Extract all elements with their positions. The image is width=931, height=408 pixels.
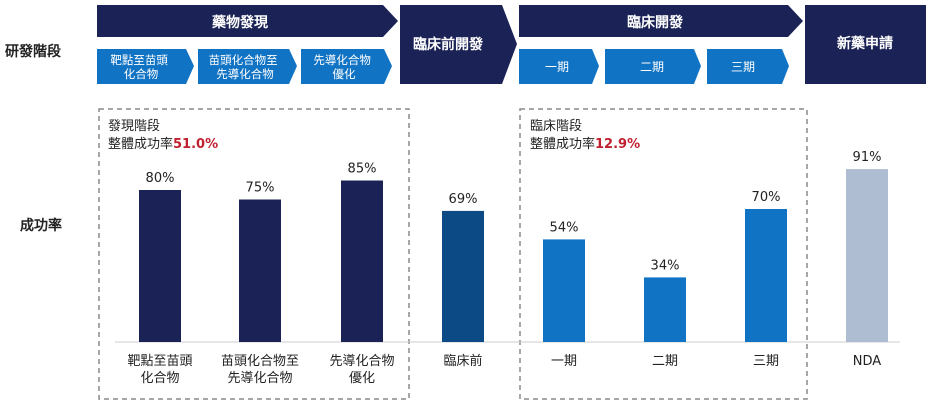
discovery-substage-1: [97, 49, 194, 84]
bar-value-label-2: 75%: [246, 181, 275, 196]
category-label-6: 二期: [652, 354, 678, 369]
bar-value-label-4: 69%: [449, 192, 478, 207]
discovery-label: 藥物發現: [211, 14, 268, 31]
discovery-group-box: [98, 108, 410, 400]
bar-2: [239, 199, 281, 342]
category-label-2-line-2: 先導化合物: [227, 371, 292, 386]
discovery-substage-3-line-2: 優化: [333, 67, 356, 81]
category-label-4: 臨床前: [443, 353, 482, 369]
category-label-5-line-1: 一期: [551, 354, 577, 369]
clinical-group-rate-value: 12.9%: [595, 137, 640, 152]
preclinical-label: 臨床前開發: [413, 36, 484, 53]
clinical-substage-phase2-label: 二期: [640, 60, 664, 74]
clinical-arrow: [519, 5, 803, 37]
preclinical-arrow: [400, 5, 517, 84]
clinical-substage-phase1: [519, 49, 599, 84]
discovery-substage-3-line-1: 先導化合物: [313, 53, 371, 67]
row-label-rate: 成功率: [20, 217, 62, 234]
clinical-substage-phase3-label: 三期: [731, 60, 755, 74]
category-label-3: 先導化合物優化: [329, 354, 394, 386]
category-label-1: 靶點至苗頭化合物: [127, 354, 192, 386]
bar-1: [139, 190, 181, 342]
clinical-group-rate-label: 整體成功率: [530, 136, 595, 152]
category-label-8-line-1: NDA: [853, 354, 882, 369]
discovery-substage-2-line-1: 苗頭化合物至: [209, 53, 278, 67]
nda-box: [805, 5, 926, 84]
category-label-7-line-1: 三期: [753, 354, 779, 369]
category-label-1-line-2: 化合物: [140, 371, 179, 386]
discovery-group-rate: 整體成功率51.0%: [108, 136, 218, 152]
bar-8: [846, 169, 888, 342]
bar-value-label-5: 54%: [550, 220, 579, 235]
bar-value-label-1: 80%: [146, 171, 175, 186]
discovery-substage-3-label: 先導化合物 優化: [313, 53, 374, 81]
category-label-5: 一期: [551, 354, 577, 369]
discovery-arrow: [97, 5, 398, 37]
clinical-group-title: 臨床階段: [530, 119, 582, 134]
discovery-group-rate-label: 整體成功率: [108, 136, 173, 152]
bar-value-label-6: 34%: [651, 258, 680, 273]
bar-6: [644, 277, 686, 342]
category-label-4-line-1: 臨床前: [443, 353, 482, 369]
bar-4: [442, 210, 484, 342]
nda-header-label: 新藥申請: [837, 35, 893, 52]
bar-7: [745, 209, 787, 342]
row-label-stage: 研發階段: [5, 43, 61, 60]
discovery-group-rate-value: 51.0%: [173, 137, 218, 152]
category-label-3-line-1: 先導化合物: [329, 354, 394, 369]
bar-layer: 80%靶點至苗頭化合物75%苗頭化合物至先導化合物85%先導化合物優化69%臨床…: [127, 150, 888, 386]
clinical-group-rate: 整體成功率12.9%: [530, 136, 640, 152]
clinical-group-box: [519, 108, 808, 400]
category-label-6-line-1: 二期: [652, 354, 678, 369]
discovery-substage-2-line-2: 先導化合物: [216, 67, 274, 81]
category-label-1-line-1: 靶點至苗頭: [127, 354, 192, 369]
category-label-3-line-2: 優化: [349, 371, 375, 386]
discovery-substage-2-label: 苗頭化合物至 先導化合物: [209, 53, 282, 81]
discovery-substage-2: [198, 49, 297, 84]
discovery-substage-3: [301, 49, 392, 84]
bar-value-label-8: 91%: [853, 150, 882, 165]
bar-3: [341, 180, 383, 342]
discovery-substage-1-line-2: 化合物: [124, 67, 159, 81]
category-label-8: NDA: [853, 354, 882, 369]
bar-value-label-7: 70%: [752, 190, 781, 205]
discovery-substage-1-line-1: 靶點至苗頭: [110, 53, 168, 67]
clinical-substage-phase1-label: 一期: [545, 60, 569, 74]
bar-5: [543, 239, 585, 342]
clinical-label: 臨床開發: [627, 14, 684, 31]
discovery-substage-1-label: 靶點至苗頭 化合物: [110, 53, 171, 81]
category-label-7: 三期: [753, 354, 779, 369]
bar-value-label-3: 85%: [348, 162, 377, 177]
category-label-2: 苗頭化合物至先導化合物: [221, 354, 299, 386]
clinical-substage-phase3: [707, 49, 789, 84]
discovery-group-title: 發現階段: [108, 119, 160, 134]
category-label-2-line-1: 苗頭化合物至: [221, 354, 299, 369]
clinical-substage-phase2: [605, 49, 701, 84]
